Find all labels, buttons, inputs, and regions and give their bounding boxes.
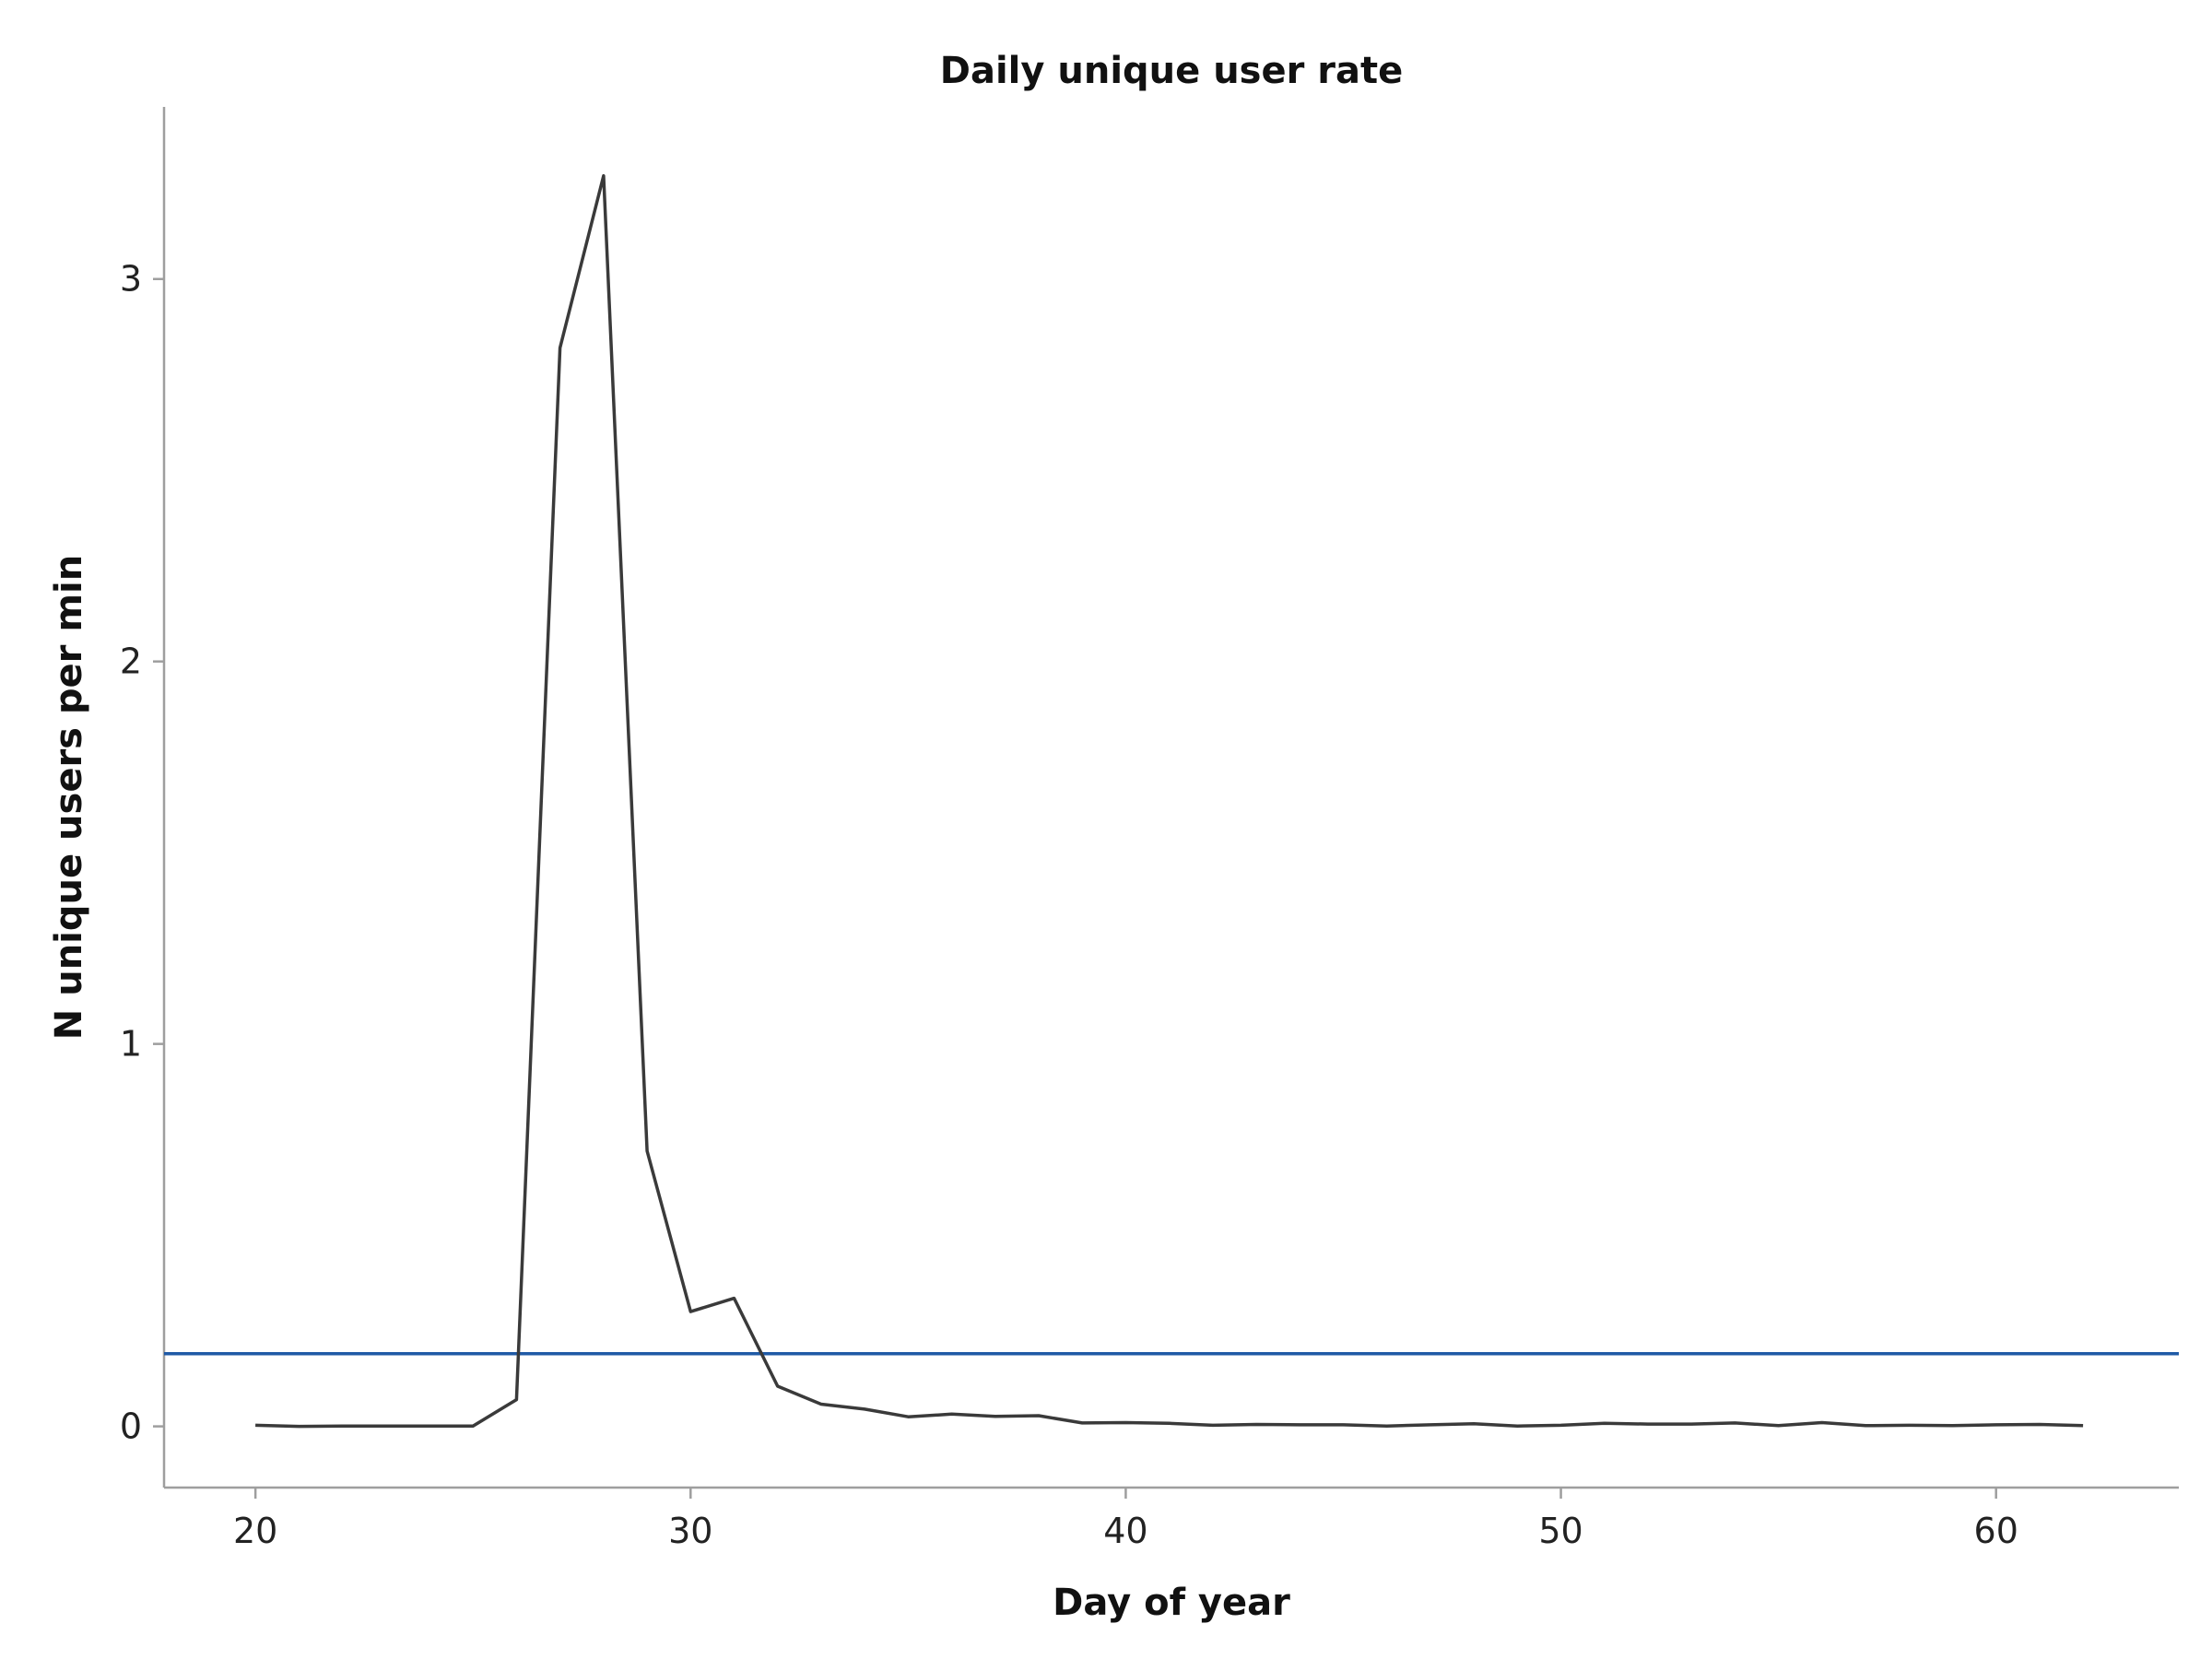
chart-title: Daily unique user rate [940, 50, 1403, 92]
x-axis: 20 30 40 50 60 [164, 1486, 2179, 1551]
y-axis: 0 1 2 3 [120, 107, 166, 1488]
x-tick-label: 50 [1538, 1511, 1583, 1551]
x-tick-label: 30 [668, 1511, 712, 1551]
y-tick-label: 2 [120, 641, 142, 682]
y-tick-label: 3 [120, 259, 142, 300]
y-axis-label: N unique users per min [48, 555, 90, 1040]
x-tick-label: 60 [1974, 1511, 2018, 1551]
series-line [255, 173, 2084, 1429]
x-tick-label: 40 [1103, 1511, 1147, 1551]
y-tick-label: 1 [120, 1024, 142, 1065]
plot-area [164, 173, 2179, 1429]
x-tick-label: 20 [233, 1511, 277, 1551]
x-axis-label: Day of year [1053, 1582, 1290, 1624]
y-tick-label: 0 [120, 1406, 142, 1447]
